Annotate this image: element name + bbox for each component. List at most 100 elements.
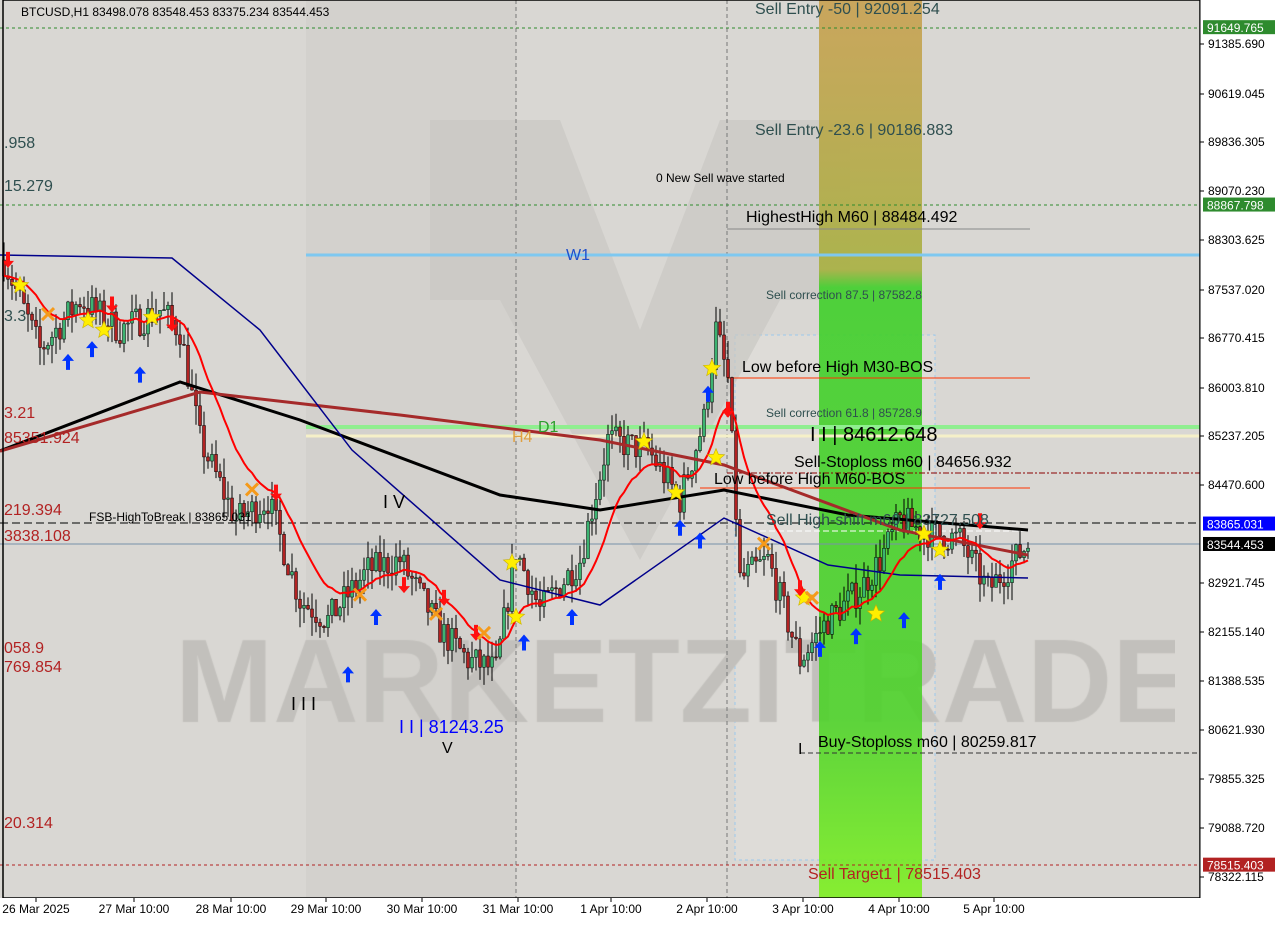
- candle: [830, 605, 834, 635]
- candle: [498, 638, 502, 658]
- candle: [734, 430, 738, 520]
- chart-annotation: I I | 84612.648: [810, 424, 938, 446]
- candle: [1006, 582, 1010, 587]
- candle: [798, 638, 802, 667]
- candle: [66, 301, 70, 320]
- chart-annotation: FSB-HighToBreak | 83865.031: [89, 510, 252, 524]
- y-tick-label: 82155.140: [1208, 625, 1265, 639]
- candle: [398, 556, 402, 563]
- chart-annotation: Low before High M60-BOS: [714, 471, 905, 488]
- candle: [50, 337, 54, 346]
- candle: [266, 510, 270, 514]
- chart-annotation: Sell correction 87.5 | 87582.8: [766, 288, 922, 302]
- chart-annotation: Sell Entry -50 | 92091.254: [755, 1, 940, 18]
- star-marker: [866, 604, 886, 622]
- buy-arrow-icon: [850, 628, 862, 645]
- candle: [786, 595, 790, 633]
- star-marker: [94, 320, 114, 338]
- cross-marker: [476, 625, 492, 640]
- candle: [710, 369, 714, 403]
- x-tick-label: 3 Apr 10:00: [772, 902, 834, 916]
- candle: [726, 359, 730, 378]
- y-tick-label: 82921.745: [1208, 576, 1265, 590]
- candle: [966, 545, 970, 558]
- cross-marker: [428, 606, 444, 621]
- moving-average-line: [0, 254, 1029, 606]
- candle: [954, 531, 958, 534]
- sell-arrow-icon: [974, 513, 986, 530]
- candle: [350, 580, 354, 598]
- candle: [182, 344, 186, 346]
- star-marker: [702, 358, 722, 377]
- left-level-label: 3838.108: [4, 528, 71, 545]
- candle: [406, 554, 410, 577]
- candle: [882, 547, 886, 572]
- candle: [338, 607, 342, 617]
- star-marker: [666, 482, 686, 501]
- candle: [218, 471, 222, 478]
- candle: [446, 624, 450, 651]
- candle: [186, 344, 190, 387]
- y-tick-label: 86770.415: [1208, 331, 1265, 345]
- candle: [78, 304, 82, 308]
- candle: [270, 499, 274, 514]
- star-marker: [634, 431, 654, 450]
- candle: [426, 588, 430, 613]
- candle: [758, 559, 762, 562]
- buy-arrow-icon: [134, 366, 146, 383]
- buy-arrow-icon: [62, 353, 74, 370]
- star-marker: [502, 553, 522, 571]
- candle: [762, 556, 766, 560]
- sell-arrow-icon: [270, 484, 282, 501]
- candle: [138, 308, 142, 336]
- candle: [614, 426, 618, 432]
- candle: [494, 656, 498, 659]
- candle: [570, 570, 574, 587]
- candle: [274, 499, 278, 511]
- y-tick-label: 81388.535: [1208, 674, 1265, 688]
- candle: [294, 571, 298, 600]
- candle: [410, 575, 414, 579]
- candle: [998, 574, 1002, 583]
- candle: [202, 425, 206, 458]
- price-tag-label: 78515.403: [1207, 859, 1264, 873]
- candle: [746, 564, 750, 577]
- price-tag-label: 91649.765: [1207, 21, 1264, 35]
- candle: [330, 599, 334, 616]
- candle: [302, 605, 306, 609]
- candle: [654, 454, 658, 467]
- candle: [298, 598, 302, 609]
- star-marker: [930, 540, 950, 558]
- candle: [166, 305, 170, 310]
- time-axis: [0, 898, 1200, 920]
- candle: [94, 297, 98, 312]
- y-tick-label: 87537.020: [1208, 283, 1265, 297]
- left-level-label: 3.3: [4, 308, 26, 325]
- candle: [586, 520, 590, 559]
- candle: [74, 304, 78, 316]
- y-tick-label: 89836.305: [1208, 135, 1265, 149]
- sell-arrow-icon: [166, 315, 178, 332]
- candle: [706, 401, 710, 410]
- chart-annotation: I V: [383, 492, 405, 512]
- cross-marker: [352, 587, 368, 602]
- moving-average-line: [0, 380, 1029, 532]
- candle: [118, 340, 122, 344]
- chart-annotation: 0 New Sell wave started: [656, 171, 785, 185]
- candle: [314, 616, 318, 623]
- candle: [582, 558, 586, 564]
- candle: [718, 321, 722, 336]
- x-tick-label: 26 Mar 2025: [2, 902, 70, 916]
- buy-arrow-icon: [934, 573, 946, 590]
- x-tick-label: 31 Mar 10:00: [483, 902, 554, 916]
- candle: [730, 377, 734, 432]
- y-tick-label: 90619.045: [1208, 87, 1265, 101]
- cross-marker: [40, 307, 56, 322]
- left-level-label: 3.21: [4, 405, 35, 422]
- candle: [702, 408, 706, 437]
- x-tick-label: 4 Apr 10:00: [868, 902, 930, 916]
- candle: [790, 631, 794, 638]
- candle: [1026, 547, 1030, 552]
